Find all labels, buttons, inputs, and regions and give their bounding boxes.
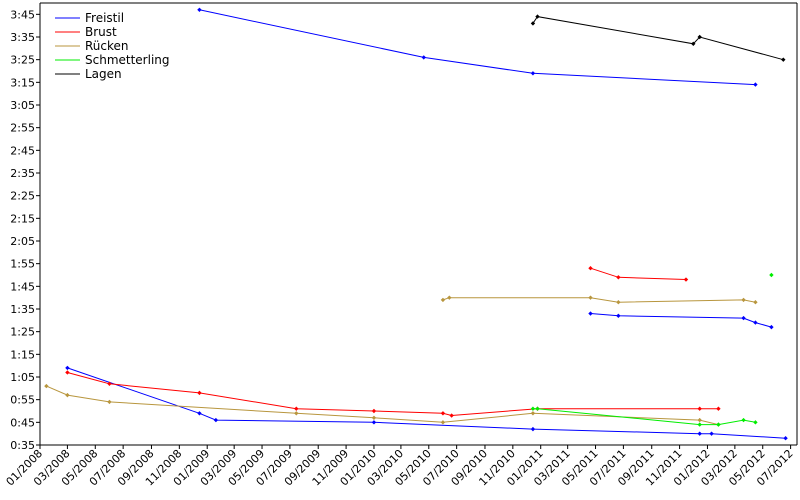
- data-point: [371, 420, 377, 425]
- y-tick-label: 2:25: [10, 190, 35, 203]
- data-point: [588, 311, 593, 316]
- data-point: [371, 415, 377, 420]
- y-tick-label: 3:35: [10, 31, 35, 44]
- data-point: [294, 411, 299, 416]
- data-point: [691, 41, 696, 46]
- y-tick-label: 0:45: [10, 416, 35, 429]
- data-point: [447, 295, 452, 300]
- y-tick-label: 3:25: [10, 54, 35, 67]
- data-point: [65, 365, 70, 371]
- data-point: [421, 55, 426, 60]
- legend-label: Freistil: [85, 11, 124, 25]
- data-point: [530, 411, 536, 416]
- data-point: [697, 406, 702, 411]
- data-point: [535, 406, 540, 411]
- series-line: [46, 385, 719, 426]
- data-point: [44, 383, 49, 389]
- series-line: [442, 297, 756, 303]
- legend-label: Lagen: [85, 67, 122, 81]
- y-tick-label: 2:45: [10, 144, 35, 157]
- series-line: [67, 372, 719, 417]
- data-point: [616, 313, 621, 318]
- data-point: [741, 417, 746, 423]
- data-point: [371, 408, 377, 414]
- data-point: [440, 297, 446, 303]
- data-point: [530, 71, 536, 76]
- data-point: [65, 392, 70, 398]
- y-tick-label: 1:45: [10, 280, 35, 293]
- data-point: [697, 422, 702, 427]
- legend-label: Rücken: [85, 39, 129, 53]
- data-point: [781, 57, 786, 62]
- data-point: [716, 422, 721, 427]
- y-tick-label: 1:35: [10, 303, 35, 316]
- data-point: [107, 381, 112, 386]
- data-point: [616, 300, 621, 305]
- data-point: [741, 315, 746, 321]
- series-2: [44, 295, 758, 427]
- y-tick-label: 1:15: [10, 348, 35, 361]
- y-tick-label: 3:05: [10, 99, 35, 112]
- series-line: [532, 408, 756, 426]
- data-point: [683, 277, 689, 282]
- y-tick-label: 3:45: [10, 8, 35, 21]
- data-point: [294, 406, 299, 411]
- y-tick-label: 1:05: [10, 371, 35, 384]
- axes: 0:35 0:45 0:55 1:05 1:15 1:25 1:35 1:45 1:55 2:05…: [4, 2, 798, 488]
- data-point: [440, 411, 446, 416]
- y-tick-label: 1:55: [10, 258, 35, 271]
- data-point: [697, 34, 702, 40]
- y-tick-label: 2:35: [10, 167, 35, 180]
- y-tick-label: 3:15: [10, 76, 35, 89]
- data-point: [530, 406, 536, 411]
- y-tick-label: 2:55: [10, 122, 35, 135]
- data-point: [588, 295, 593, 300]
- data-point: [753, 82, 758, 87]
- series-line: [532, 16, 784, 61]
- data-point: [530, 426, 536, 432]
- data-point: [197, 7, 202, 12]
- series-1: [65, 266, 721, 418]
- data-point: [716, 406, 721, 411]
- data-point: [616, 275, 621, 280]
- series-line: [590, 267, 687, 280]
- data-point: [769, 324, 774, 330]
- y-tick-label: 1:25: [10, 326, 35, 339]
- data-point: [449, 413, 454, 418]
- data-point: [440, 420, 446, 425]
- data-point: [753, 420, 758, 425]
- data-point: [709, 431, 714, 436]
- data-point: [107, 399, 112, 405]
- y-tick-label: 2:15: [10, 212, 35, 225]
- data-point: [535, 14, 540, 19]
- data-point: [197, 390, 202, 396]
- series-3: [530, 272, 774, 427]
- data-point: [697, 417, 702, 423]
- series-4: [530, 14, 786, 62]
- y-tick-label: 0:35: [10, 439, 35, 452]
- legend-label: Brust: [85, 25, 117, 39]
- data-point: [753, 300, 758, 305]
- data-point: [65, 370, 70, 375]
- legend-label: Schmetterling: [85, 53, 170, 67]
- y-tick-label: 2:05: [10, 235, 35, 248]
- series-layer: [44, 7, 788, 441]
- series-0: [65, 7, 788, 441]
- data-point: [783, 436, 788, 441]
- series-line: [199, 9, 756, 86]
- data-point: [741, 297, 746, 303]
- data-point: [213, 417, 219, 423]
- data-point: [697, 431, 702, 436]
- series-line: [67, 367, 786, 439]
- data-point: [197, 411, 202, 416]
- data-point: [769, 272, 774, 278]
- y-tick-label: 0:55: [10, 394, 35, 407]
- data-point: [588, 266, 593, 271]
- data-point: [753, 320, 758, 325]
- data-point: [530, 21, 536, 26]
